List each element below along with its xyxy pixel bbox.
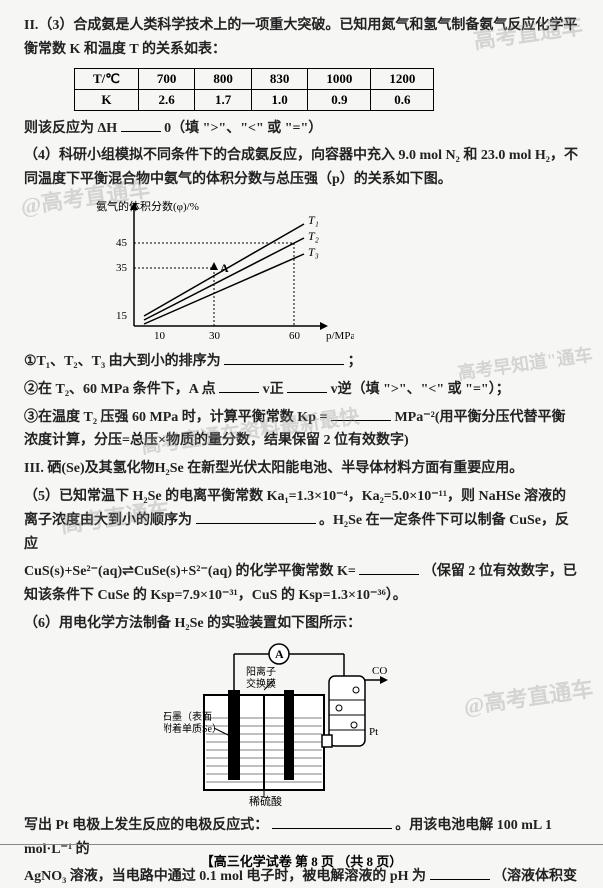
text: ②在 T₂、60 MPa 条件下，A 点 bbox=[24, 382, 216, 397]
blank[interactable] bbox=[331, 406, 391, 421]
svg-text:阳离子交换膜: 阳离子交换膜 bbox=[246, 665, 276, 690]
text: v正 bbox=[263, 382, 284, 397]
co-label: CO bbox=[372, 665, 387, 677]
svg-text:15: 15 bbox=[116, 310, 128, 322]
q4-line1: ①T₁、T₂、T₃ 由大到小的排序为 ； bbox=[24, 350, 579, 374]
page-footer: 【高三化学试卷 第 8 页 （共 8 页） bbox=[0, 844, 603, 870]
chart: 氨气的体积分数(φ)/% 15 35 45 10 30 60 p/MPa T₁ … bbox=[94, 196, 354, 346]
electrochem-diagram: A bbox=[164, 640, 404, 810]
text: CuS(s)+Se²⁻(aq)⇌CuSe(s)+S²⁻(aq) 的化学平衡常数 … bbox=[24, 564, 356, 579]
blank[interactable] bbox=[272, 814, 392, 829]
q3-intro: III. 硒(Se)及其氢化物H₂Se 在新型光伏太阳能电池、半导体材料方面有重… bbox=[24, 457, 579, 481]
table-row: T/℃ 700 800 830 1000 1200 bbox=[75, 68, 434, 89]
cell: K bbox=[75, 89, 139, 110]
x-axis-label: p/MPa bbox=[326, 330, 354, 342]
blank[interactable] bbox=[121, 117, 161, 132]
svg-text:45: 45 bbox=[116, 237, 128, 249]
text: AgNO₃ 溶液，当电路中通过 0.1 mol 电子时，被电解溶液的 pH 为 bbox=[24, 869, 426, 884]
cell: 0.9 bbox=[308, 89, 371, 110]
membrane-label: 阳离子 bbox=[246, 665, 276, 678]
cell: 700 bbox=[138, 68, 195, 89]
text: 写出 Pt 电极上发生反应的电极反应式： bbox=[24, 818, 268, 833]
svg-text:A: A bbox=[220, 261, 229, 275]
text: v逆（填 ">"、"<" 或 "="）； bbox=[331, 382, 510, 397]
q4-line2: ②在 T₂、60 MPa 条件下，A 点 v正 v逆（填 ">"、"<" 或 "… bbox=[24, 378, 579, 402]
q4-line3: ③在温度 T₂ 压强 60 MPa 时，计算平衡常数 Kp = MPa⁻²(用平… bbox=[24, 406, 579, 454]
blank[interactable] bbox=[219, 378, 259, 393]
cell: T/℃ bbox=[75, 68, 139, 89]
cell: 800 bbox=[195, 68, 252, 89]
cell: 830 bbox=[251, 68, 308, 89]
cell: 0.6 bbox=[371, 89, 434, 110]
svg-text:10: 10 bbox=[154, 330, 166, 342]
graphite-label: 石墨（表面 bbox=[164, 710, 212, 723]
ammeter-label: A bbox=[275, 647, 284, 661]
text: 0（填 ">"、"<" 或 "="） bbox=[164, 121, 322, 136]
deltaH-line: 则该反应为 ΔH 0（填 ">"、"<" 或 "="） bbox=[24, 117, 579, 141]
blank[interactable] bbox=[287, 378, 327, 393]
svg-text:35: 35 bbox=[116, 262, 128, 274]
svg-text:T₃: T₃ bbox=[308, 245, 319, 259]
cell: 1.0 bbox=[251, 89, 308, 110]
cell: 2.6 bbox=[138, 89, 195, 110]
pt-label: Pt bbox=[369, 726, 378, 738]
blank[interactable] bbox=[196, 509, 316, 524]
y-axis-label: 氨气的体积分数(φ)/% bbox=[96, 199, 199, 213]
exam-page: 高考直通车 @高考直通车 高考直通车资料最新最快 高考早知道"通车 高考直通车 … bbox=[0, 0, 603, 888]
text: ③在温度 T₂ 压强 60 MPa 时，计算平衡常数 Kp = bbox=[24, 410, 327, 425]
table-row: K 2.6 1.7 1.0 0.9 0.6 bbox=[75, 89, 434, 110]
q5-line2: CuS(s)+Se²⁻(aq)⇌CuSe(s)+S²⁻(aq) 的化学平衡常数 … bbox=[24, 560, 579, 608]
cell: 1000 bbox=[308, 68, 371, 89]
q6-intro: （6）用电化学方法制备 H₂Se 的实验装置如下图所示： bbox=[24, 612, 579, 636]
q4-intro: （4）科研小组模拟不同条件下的合成氨反应，向容器中充入 9.0 mol N₂ 和… bbox=[24, 144, 579, 192]
svg-text:30: 30 bbox=[209, 330, 221, 342]
blank[interactable] bbox=[359, 560, 419, 575]
q2-3-intro: II.（3）合成氨是人类科学技术上的一项重大突破。已知用氮气和氢气制备氨气反应化… bbox=[24, 14, 579, 62]
svg-text:T₂: T₂ bbox=[308, 229, 319, 243]
device-svg: A bbox=[164, 640, 404, 810]
text: 则该反应为 ΔH bbox=[24, 121, 117, 136]
blank[interactable] bbox=[224, 350, 344, 365]
chart-svg: 氨气的体积分数(φ)/% 15 35 45 10 30 60 p/MPa T₁ … bbox=[94, 196, 354, 346]
cell: 1200 bbox=[371, 68, 434, 89]
text: ； bbox=[348, 354, 362, 369]
acid-label: 稀硫酸 bbox=[249, 794, 282, 808]
svg-text:60: 60 bbox=[289, 330, 301, 342]
cell: 1.7 bbox=[195, 89, 252, 110]
equilibrium-table: T/℃ 700 800 830 1000 1200 K 2.6 1.7 1.0 … bbox=[74, 68, 434, 111]
svg-text:T₁: T₁ bbox=[308, 213, 319, 227]
text: ①T₁、T₂、T₃ 由大到小的排序为 bbox=[24, 354, 221, 369]
q5-line1: （5）已知常温下 H₂Se 的电离平衡常数 Ka₁=1.3×10⁻⁴，Ka₂=5… bbox=[24, 485, 579, 556]
watermark: @高考直通车 bbox=[461, 671, 595, 721]
